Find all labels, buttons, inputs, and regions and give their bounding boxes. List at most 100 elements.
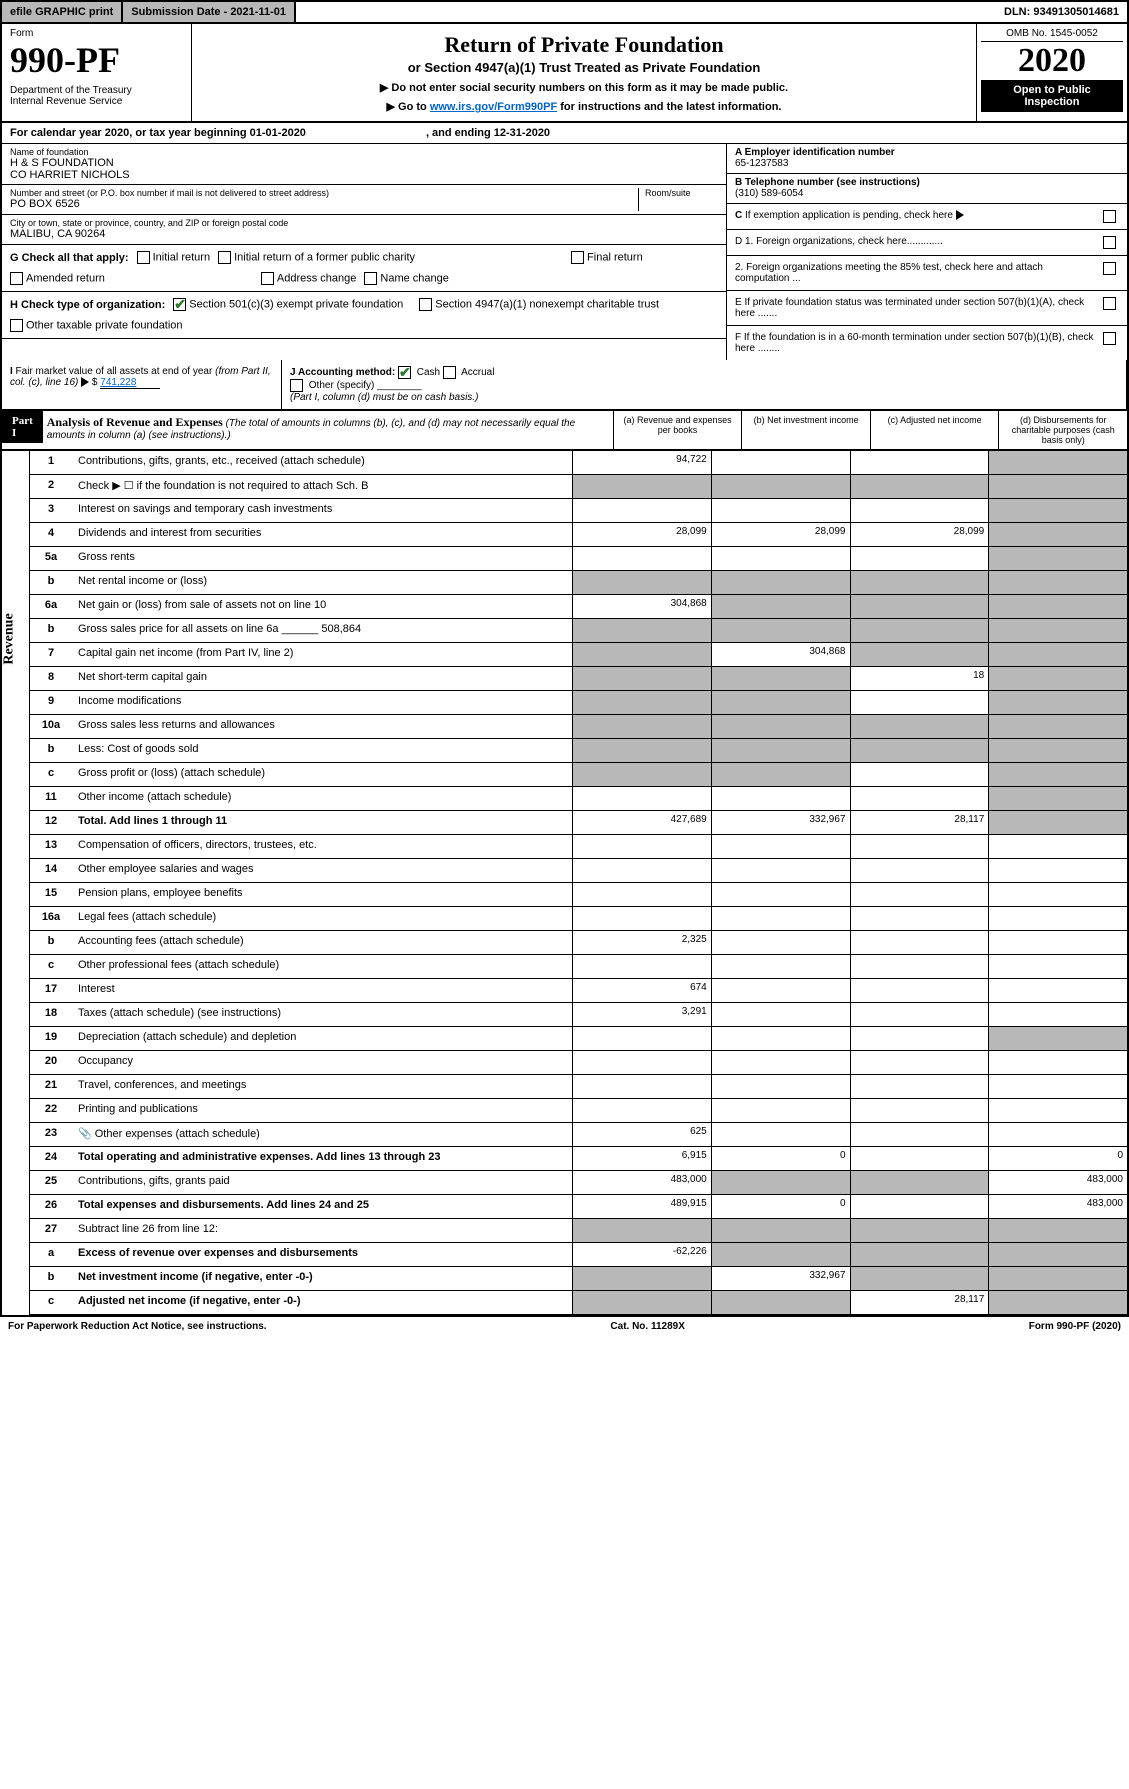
row-number: b: [30, 931, 72, 954]
cell-b: 0: [711, 1147, 850, 1170]
cell-a: [572, 643, 711, 666]
cash-check[interactable]: [398, 366, 411, 379]
row-description: Gross rents: [72, 547, 572, 570]
cell-c: [850, 547, 989, 570]
row-number: 12: [30, 811, 72, 834]
form-note2: ▶ Go to www.irs.gov/Form990PF for instru…: [200, 100, 968, 113]
address-change-check[interactable]: [261, 272, 274, 285]
cell-a: 2,325: [572, 931, 711, 954]
cell-b: [711, 739, 850, 762]
f-check[interactable]: [1103, 332, 1116, 345]
cell-c: [850, 1075, 989, 1098]
table-row: 6a Net gain or (loss) from sale of asset…: [30, 595, 1127, 619]
cell-d: [988, 451, 1127, 474]
cell-c: [850, 1003, 989, 1026]
cell-a: [572, 1027, 711, 1050]
table-row: b Gross sales price for all assets on li…: [30, 619, 1127, 643]
form-header: Form 990-PF Department of the TreasuryIn…: [0, 24, 1129, 123]
cell-b: [711, 619, 850, 642]
cell-b: [711, 1123, 850, 1146]
e-check[interactable]: [1103, 297, 1116, 310]
row-description: Occupancy: [72, 1051, 572, 1074]
cell-a: [572, 859, 711, 882]
cell-d: 483,000: [988, 1171, 1127, 1194]
cell-b: [711, 1243, 850, 1266]
initial-public-check[interactable]: [218, 251, 231, 264]
row-description: Travel, conferences, and meetings: [72, 1075, 572, 1098]
footer-left: For Paperwork Reduction Act Notice, see …: [8, 1321, 267, 1332]
d1-check[interactable]: [1103, 236, 1116, 249]
col-d-header: (d) Disbursements for charitable purpose…: [998, 411, 1127, 449]
table-row: 18 Taxes (attach schedule) (see instruct…: [30, 1003, 1127, 1027]
row-description: 📎 Other expenses (attach schedule): [72, 1123, 572, 1146]
instructions-link[interactable]: www.irs.gov/Form990PF: [430, 101, 557, 113]
cell-c: [850, 1099, 989, 1122]
cell-b: [711, 451, 850, 474]
form-note1: ▶ Do not enter social security numbers o…: [200, 81, 968, 94]
row-number: 14: [30, 859, 72, 882]
submission-date: Submission Date - 2021-11-01: [123, 2, 296, 22]
table-row: c Other professional fees (attach schedu…: [30, 955, 1127, 979]
4947-check[interactable]: [419, 298, 432, 311]
cell-a: [572, 907, 711, 930]
row-number: 10a: [30, 715, 72, 738]
cell-c: 28,117: [850, 811, 989, 834]
initial-return-check[interactable]: [137, 251, 150, 264]
inspection-label: Open to Public Inspection: [981, 80, 1123, 112]
cell-d: [988, 859, 1127, 882]
foundation-name: H & S FOUNDATIONCO HARRIET NICHOLS: [10, 157, 718, 181]
cell-c: [850, 1243, 989, 1266]
e-label: E If private foundation status was termi…: [735, 297, 1095, 319]
table-row: 10a Gross sales less returns and allowan…: [30, 715, 1127, 739]
h-checks: H Check type of organization: Section 50…: [2, 292, 726, 339]
cell-c: [850, 451, 989, 474]
row-description: Adjusted net income (if negative, enter …: [72, 1291, 572, 1314]
cell-d: [988, 667, 1127, 690]
cell-c: [850, 1051, 989, 1074]
cell-d: [988, 979, 1127, 1002]
row-description: Gross sales price for all assets on line…: [72, 619, 572, 642]
row-number: 15: [30, 883, 72, 906]
d2-check[interactable]: [1103, 262, 1116, 275]
col-c-header: (c) Adjusted net income: [870, 411, 999, 449]
c-check[interactable]: [1103, 210, 1116, 223]
cell-a: [572, 1051, 711, 1074]
cell-c: 28,099: [850, 523, 989, 546]
row-description: Legal fees (attach schedule): [72, 907, 572, 930]
other-method-check[interactable]: [290, 379, 303, 392]
table-row: 21 Travel, conferences, and meetings: [30, 1075, 1127, 1099]
row-description: Contributions, gifts, grants, etc., rece…: [72, 451, 572, 474]
cell-c: [850, 763, 989, 786]
row-number: b: [30, 619, 72, 642]
cell-c: [850, 691, 989, 714]
501c3-check[interactable]: [173, 298, 186, 311]
other-taxable-check[interactable]: [10, 319, 23, 332]
row-description: Net rental income or (loss): [72, 571, 572, 594]
arrow-icon: [956, 210, 964, 220]
cell-c: [850, 739, 989, 762]
cell-d: [988, 739, 1127, 762]
cell-b: [711, 931, 850, 954]
cell-c: [850, 1195, 989, 1218]
amended-check[interactable]: [10, 272, 23, 285]
row-number: c: [30, 955, 72, 978]
name-change-check[interactable]: [364, 272, 377, 285]
row-description: Interest: [72, 979, 572, 1002]
cell-c: [850, 1147, 989, 1170]
cell-c: [850, 907, 989, 930]
phone-value: (310) 589-6054: [735, 188, 1119, 199]
cell-a: [572, 1267, 711, 1290]
table-row: 24 Total operating and administrative ex…: [30, 1147, 1127, 1171]
accrual-check[interactable]: [443, 366, 456, 379]
foundation-city: MALIBU, CA 90264: [10, 228, 718, 240]
omb-number: OMB No. 1545-0052: [981, 28, 1123, 42]
table-row: 8 Net short-term capital gain 18: [30, 667, 1127, 691]
form-number: 990-PF: [10, 39, 183, 81]
footer-mid: Cat. No. 11289X: [610, 1321, 684, 1332]
row-description: Printing and publications: [72, 1099, 572, 1122]
row-description: Interest on savings and temporary cash i…: [72, 499, 572, 522]
cell-d: [988, 691, 1127, 714]
col-b-header: (b) Net investment income: [741, 411, 870, 449]
final-return-check[interactable]: [571, 251, 584, 264]
cell-a: [572, 475, 711, 498]
